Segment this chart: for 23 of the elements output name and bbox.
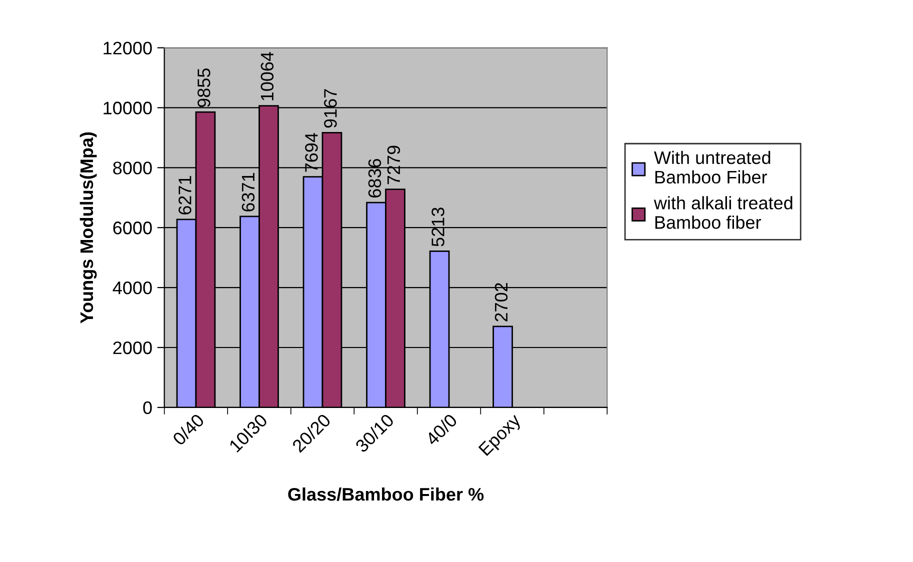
data-label: 6371	[242, 173, 255, 212]
y-tick-label: 2000	[113, 341, 152, 354]
legend-label: with alkali treated Bamboo fiber	[654, 196, 792, 229]
data-label: 9167	[324, 89, 337, 128]
y-tick-label: 10000	[104, 102, 152, 114]
data-label: 6271	[178, 176, 192, 214]
legend-label: With untreated Bamboo Fiber	[654, 150, 770, 184]
data-label: 6836	[368, 159, 382, 198]
data-label: 10064	[260, 52, 274, 100]
data-label: 5213	[432, 208, 444, 246]
data-label: 9855	[198, 68, 210, 108]
y-tick-label: 8000	[113, 162, 152, 174]
data-label: 2702	[494, 283, 508, 322]
y-tick-label: 4000	[112, 281, 152, 294]
y-tick-label: 0	[143, 401, 152, 414]
y-tick-label: 6000	[113, 222, 152, 234]
x-axis-title: Glass/Bamboo Fiber %	[288, 487, 484, 501]
y-axis-title: Youngs Modulus(Mpa)	[80, 132, 97, 324]
data-label: 7279	[387, 146, 400, 184]
x-tick-label: 40/0	[424, 412, 458, 446]
data-label: 7694	[305, 133, 318, 172]
x-tick-label: 0/40	[172, 412, 205, 446]
y-tick-label: 12000	[104, 42, 152, 54]
